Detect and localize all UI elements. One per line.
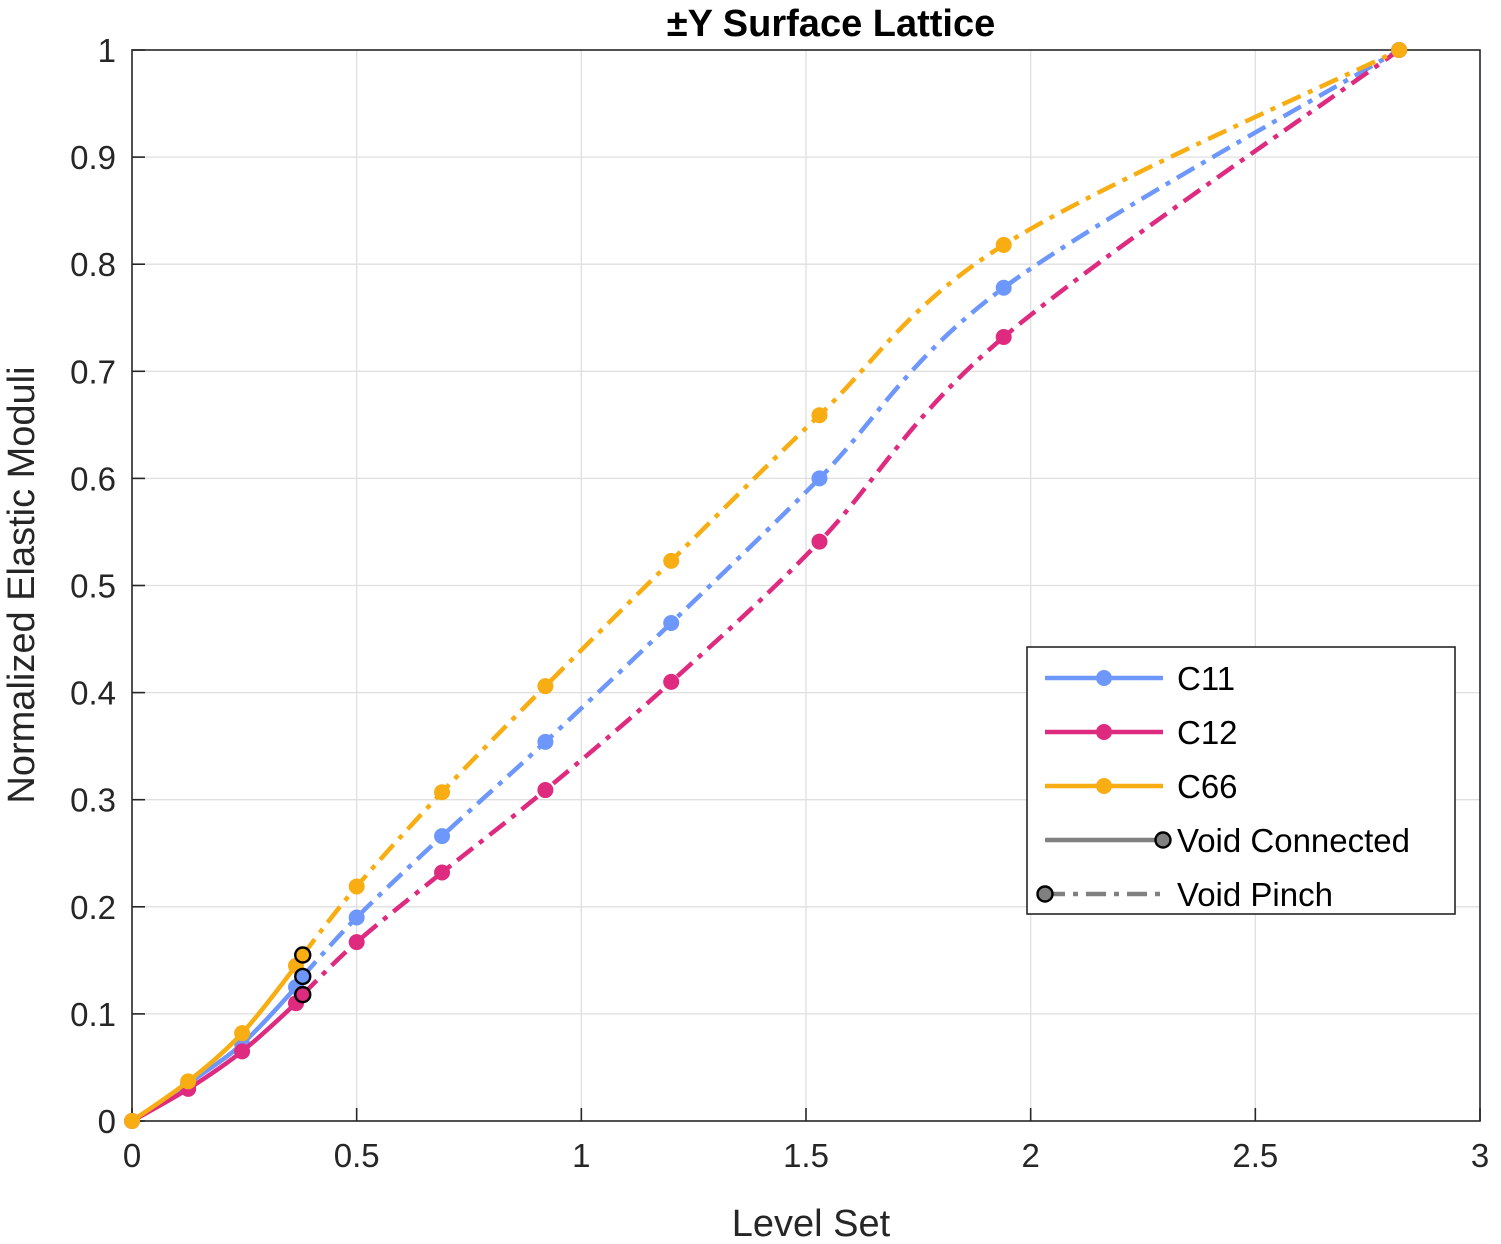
- y-tick-label: 0.2: [70, 889, 116, 926]
- series-layer: [124, 42, 1408, 1129]
- data-point-c66: [348, 878, 365, 895]
- x-tick-label: 3: [1471, 1137, 1489, 1174]
- y-tick-label: 0.7: [70, 353, 116, 390]
- data-point-c66: [537, 678, 554, 695]
- transition-marker-c11: [294, 967, 312, 986]
- data-point-c11: [537, 733, 554, 750]
- x-tick-label: 0.5: [334, 1137, 380, 1174]
- legend-label: Void Connected: [1177, 822, 1410, 859]
- legend-marker: [1096, 724, 1112, 740]
- data-point-c66: [124, 1113, 140, 1129]
- legend-marker: [1096, 670, 1112, 686]
- data-point-c66: [811, 407, 828, 424]
- y-tick-label: 0.8: [70, 246, 116, 283]
- grid: [132, 50, 1480, 1121]
- series-line-pinch-c11: [301, 48, 1401, 978]
- data-point-c11: [811, 470, 828, 487]
- y-axis-title: Normalized Elastic Moduli: [1, 366, 43, 803]
- transition-marker-c12: [294, 985, 312, 1004]
- data-point-c11: [348, 909, 365, 926]
- data-point-c11: [663, 614, 680, 631]
- chart-title: ±Y Surface Lattice: [667, 3, 996, 45]
- data-point-c12: [811, 533, 828, 550]
- data-point-c66: [1391, 42, 1408, 58]
- data-point-c12: [234, 1043, 251, 1060]
- y-tick-label: 0.5: [70, 568, 116, 605]
- x-tick-label: 1.5: [783, 1137, 829, 1174]
- series-line-pinch-c12: [301, 48, 1401, 997]
- y-tick-label: 0.1: [70, 996, 116, 1033]
- legend-label: Void Pinch: [1177, 876, 1333, 913]
- transition-marker-c66: [294, 946, 312, 964]
- y-tick-label: 1: [98, 32, 116, 69]
- legend-marker: [1096, 778, 1112, 794]
- y-tick-label: 0.6: [70, 460, 116, 497]
- data-point-c12: [537, 782, 554, 799]
- y-tick-label: 0.4: [70, 675, 116, 712]
- x-tick-label: 2: [1021, 1137, 1039, 1174]
- data-point-c66: [995, 236, 1012, 253]
- data-point-c11: [434, 828, 451, 845]
- legend-label: C11: [1177, 660, 1235, 697]
- x-tick-label: 1: [572, 1137, 590, 1174]
- axis-ticks: 0 0.5 1 1.5 2 2.5 3 0 0.1 0.2 0.3 0.4 0.5 0.6 0.7 0.8 0.…: [70, 32, 1489, 1174]
- legend-marker: [1036, 885, 1054, 903]
- legend-label: C66: [1177, 768, 1238, 805]
- data-point-c12: [348, 934, 365, 951]
- legend: C11 C12 C66 Void Connected Void Pinch: [1026, 646, 1456, 915]
- y-tick-label: 0: [98, 1103, 116, 1140]
- data-point-c66: [180, 1073, 197, 1090]
- legend-box: [1026, 646, 1456, 915]
- x-tick-label: 0: [123, 1137, 141, 1174]
- legend-label: C12: [1177, 714, 1238, 751]
- data-point-c66: [234, 1025, 251, 1042]
- data-point-c12: [663, 673, 680, 690]
- data-point-c66: [434, 784, 451, 801]
- data-point-c12: [995, 329, 1012, 346]
- x-axis-title: Level Set: [732, 1203, 891, 1244]
- data-point-c11: [995, 279, 1012, 296]
- legend-marker: [1154, 831, 1172, 849]
- data-point-c66: [663, 552, 680, 569]
- x-tick-label: 2.5: [1232, 1137, 1278, 1174]
- y-tick-label: 0.3: [70, 782, 116, 819]
- y-tick-label: 0.9: [70, 139, 116, 176]
- data-point-c12: [434, 864, 451, 881]
